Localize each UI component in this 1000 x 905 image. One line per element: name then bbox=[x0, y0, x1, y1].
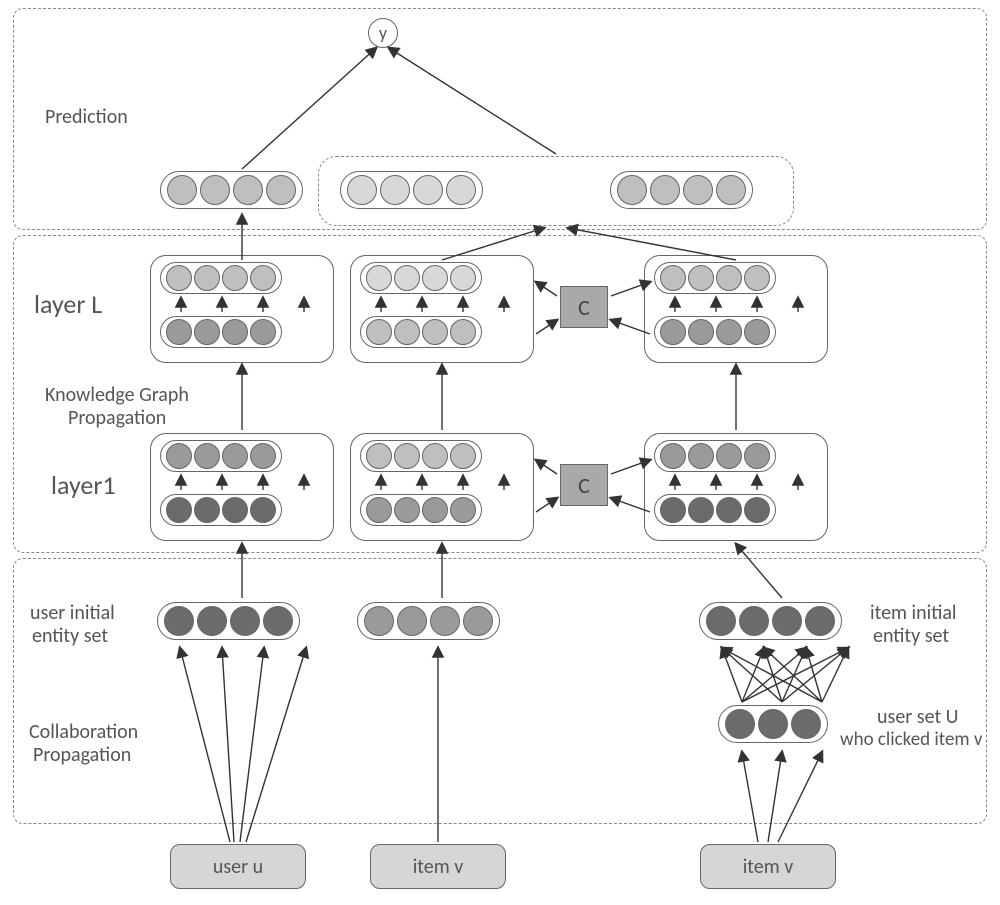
vec-pred-user bbox=[160, 171, 303, 209]
label-layer1: layer1 bbox=[51, 469, 116, 501]
vec-L-right-top bbox=[654, 262, 776, 294]
vec-pred-item-left bbox=[340, 171, 483, 209]
y-node: y bbox=[368, 18, 398, 48]
vec-L-mid-top bbox=[360, 262, 482, 294]
label-uset1: user set U bbox=[877, 705, 959, 729]
vec-L-right-bot bbox=[654, 316, 776, 348]
label-kgp1: Knowledge Graph bbox=[45, 383, 189, 407]
vec-1-mid-top bbox=[360, 440, 482, 472]
label-prediction: Prediction bbox=[45, 105, 128, 129]
label-iinit2: entity set bbox=[873, 624, 949, 648]
label-collab2: Propagation bbox=[33, 743, 131, 767]
c-box-L: C bbox=[560, 286, 608, 328]
label-collab1: Collaboration bbox=[29, 720, 138, 744]
label-uinit2: entity set bbox=[32, 624, 108, 648]
label-uset2: who clicked item v bbox=[840, 728, 982, 751]
input-user-u: user u bbox=[170, 844, 306, 889]
vec-item-initial bbox=[699, 602, 842, 640]
c-box-1: C bbox=[560, 464, 608, 506]
label-uinit1: user initial bbox=[30, 601, 115, 625]
vec-L-user-bot bbox=[160, 316, 282, 348]
vec-L-user-top bbox=[160, 262, 282, 294]
label-layerL: layer L bbox=[34, 288, 102, 320]
vec-1-mid-bot bbox=[360, 494, 482, 526]
vec-user-initial bbox=[157, 602, 300, 640]
input-item-v-mid: item v bbox=[370, 844, 506, 889]
label-kgp2: Propagation bbox=[68, 406, 166, 430]
vec-1-user-bot bbox=[160, 494, 282, 526]
vec-1-right-bot bbox=[654, 494, 776, 526]
section-collab bbox=[13, 558, 987, 824]
label-iinit1: item initial bbox=[870, 601, 957, 625]
input-item-v-right: item v bbox=[700, 844, 836, 889]
vec-1-right-top bbox=[654, 440, 776, 472]
vec-1-user-top bbox=[160, 440, 282, 472]
vec-itemv-initial bbox=[357, 602, 500, 640]
vec-pred-item-right bbox=[610, 171, 753, 209]
vec-userset bbox=[718, 705, 828, 743]
vec-L-mid-bot bbox=[360, 316, 482, 348]
